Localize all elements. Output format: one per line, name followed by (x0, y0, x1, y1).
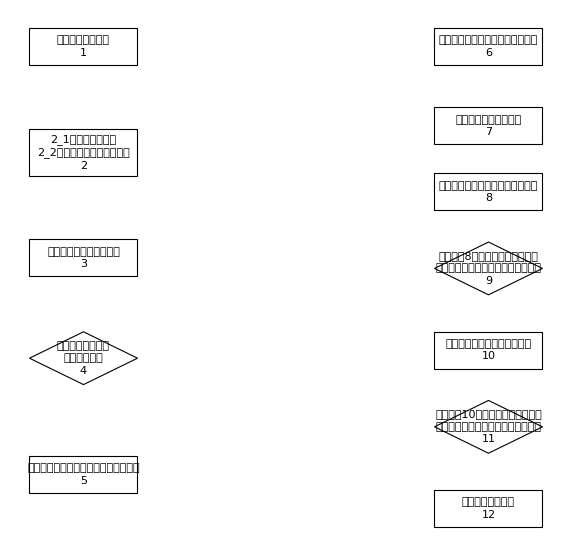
Text: 获取标准瓶盖图像
1: 获取标准瓶盖图像 1 (57, 36, 110, 58)
FancyBboxPatch shape (30, 239, 138, 276)
Polygon shape (435, 242, 542, 295)
Text: 统计标准特征参数平均值及误差宽容度
5: 统计标准特征参数平均值及误差宽容度 5 (27, 463, 140, 485)
Polygon shape (30, 332, 138, 384)
FancyBboxPatch shape (435, 174, 542, 210)
Text: 特征参数存入工业计算机
3: 特征参数存入工业计算机 3 (47, 247, 120, 269)
FancyBboxPatch shape (30, 456, 138, 493)
Text: 2_1瓶盖表面圆定位
2_2圆内图像的特征参数提取
2: 2_1瓶盖表面圆定位 2_2圆内图像的特征参数提取 2 (37, 134, 130, 171)
Text: 待测瓶盖特征参数误差宽容度设定
6: 待测瓶盖特征参数误差宽容度设定 6 (439, 36, 538, 58)
Polygon shape (435, 401, 542, 453)
Text: 驱动瓶盖剔除单元
12: 驱动瓶盖剔除单元 12 (462, 498, 515, 520)
FancyBboxPatch shape (435, 490, 542, 527)
Text: 获取待测瓶盖表面图像
7: 获取待测瓶盖表面图像 7 (456, 115, 522, 137)
FancyBboxPatch shape (435, 28, 542, 65)
Text: 判断步骤8中半径参数与标准半径
参数之差是否在误差宽容度范围内？
9: 判断步骤8中半径参数与标准半径 参数之差是否在误差宽容度范围内？ 9 (436, 251, 541, 286)
FancyBboxPatch shape (30, 28, 138, 65)
FancyBboxPatch shape (30, 128, 138, 176)
Text: 获取待测瓶盖圆心坐标和半径参数
8: 获取待测瓶盖圆心坐标和半径参数 8 (439, 181, 538, 203)
Text: 判断步骤10中特征参数与标准特征
参数之差是否在误差宽容度范围内？
11: 判断步骤10中特征参数与标准特征 参数之差是否在误差宽容度范围内？ 11 (435, 410, 542, 444)
FancyBboxPatch shape (435, 332, 542, 369)
Text: 采样次数是否到达
预先设定值？
4: 采样次数是否到达 预先设定值？ 4 (57, 341, 110, 376)
FancyBboxPatch shape (435, 107, 542, 145)
Text: 待测瓶盖的图像特征参数提取
10: 待测瓶盖的图像特征参数提取 10 (445, 339, 532, 362)
